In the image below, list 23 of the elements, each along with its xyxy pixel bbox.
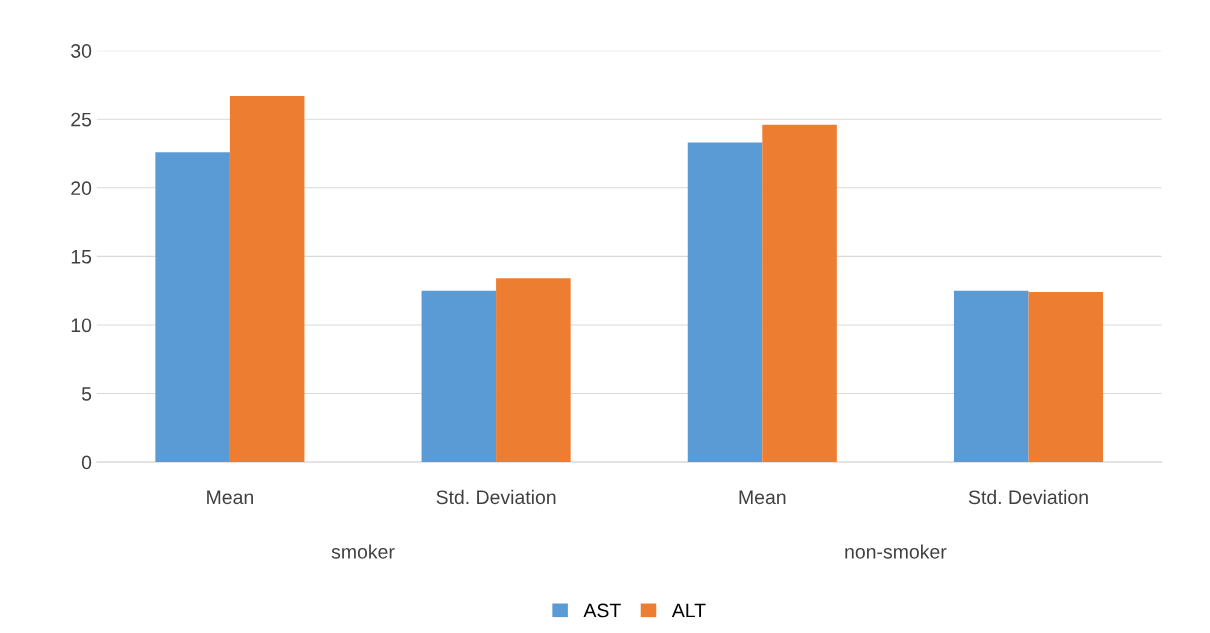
y-tick-label: 5	[81, 387, 92, 401]
x-tick-label: Mean	[739, 490, 786, 505]
legend-label: ALT	[671, 603, 706, 618]
bar	[687, 142, 763, 463]
text: non-smoker	[845, 544, 947, 559]
x-tick-label: Mean	[207, 490, 253, 505]
bar	[762, 124, 837, 463]
y-tick-label: 30	[71, 44, 92, 58]
text: smoker	[331, 544, 395, 559]
x-tick-label: Std. Deviation	[968, 489, 1088, 505]
y-tick-label: 15	[71, 250, 92, 264]
legend-label: AST	[583, 603, 621, 618]
bar	[496, 278, 571, 463]
bar	[1028, 292, 1104, 463]
y-tick-label: 10	[71, 318, 92, 333]
bar	[421, 290, 497, 463]
y-tick-label: 20	[71, 181, 92, 196]
y-tick-label: 0	[81, 455, 92, 470]
bar	[953, 290, 1029, 463]
bar	[155, 152, 230, 463]
bar	[229, 95, 305, 463]
x-tick-label: Std. Deviation	[436, 489, 556, 505]
y-tick-label: 25	[71, 112, 92, 127]
